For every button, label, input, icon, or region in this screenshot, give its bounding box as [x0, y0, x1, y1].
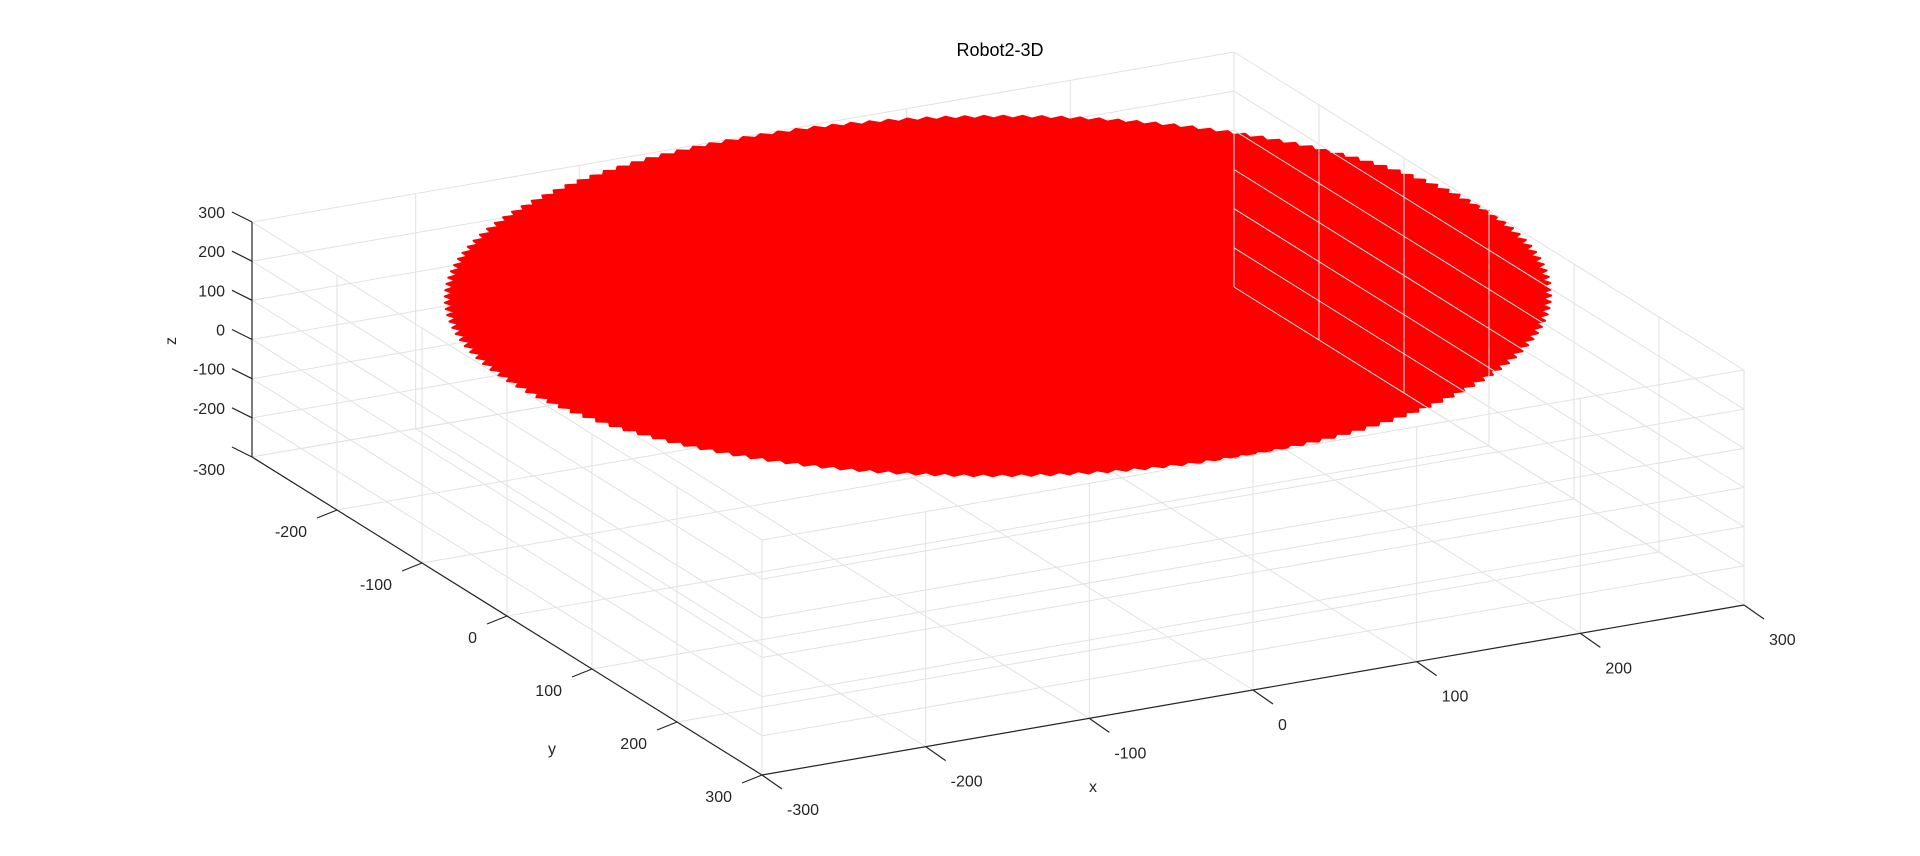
- x-tick-label: 0: [1278, 717, 1287, 734]
- z-tick: [231, 328, 253, 341]
- y-tick: [571, 668, 593, 678]
- grid-line: [1233, 129, 1745, 449]
- x-axis-title: x: [1089, 779, 1097, 796]
- grid-line: [591, 498, 1575, 670]
- grid-line: [1233, 90, 1745, 410]
- grid-line: [761, 408, 1745, 580]
- x-tick: [761, 774, 783, 790]
- z-tick-label: -300: [193, 462, 225, 479]
- z-tick: [231, 407, 253, 419]
- x-tick: [1579, 632, 1601, 648]
- y-tick-label: -100: [360, 577, 392, 594]
- y-tick: [401, 562, 423, 572]
- grid-line: [251, 378, 763, 698]
- y-tick-label: 200: [620, 736, 647, 753]
- grid-line: [506, 445, 1490, 617]
- grid-line: [251, 260, 763, 580]
- x-tick-label: -100: [1114, 745, 1146, 762]
- x-tick: [1252, 689, 1274, 705]
- grid-line: [761, 565, 1745, 737]
- z-tick-label: 0: [216, 323, 225, 340]
- z-tick: [231, 250, 253, 262]
- grid-line: [251, 417, 763, 737]
- chart-title: Robot2-3D: [956, 40, 1043, 60]
- y-tick: [741, 774, 763, 784]
- z-tick: [231, 368, 253, 380]
- z-tick-label: 100: [198, 283, 225, 300]
- z-tick-label: -200: [193, 401, 225, 418]
- grid-line: [761, 487, 1745, 658]
- z-tick-label: 300: [198, 205, 225, 222]
- z-tick: [231, 446, 253, 458]
- x-tick-label: 300: [1769, 632, 1796, 649]
- y-tick-label: 100: [535, 683, 562, 700]
- z-axis-title: z: [163, 337, 180, 345]
- grid-line: [761, 526, 1745, 698]
- y-tick: [486, 615, 508, 625]
- grid-line: [1233, 247, 1745, 567]
- grid-line: [1233, 208, 1745, 528]
- data-layer: [443, 114, 1553, 478]
- y-tick: [316, 509, 338, 519]
- z-tick: [231, 211, 253, 223]
- data-disk: [443, 114, 1553, 478]
- x-tick-label: -300: [787, 802, 819, 819]
- grid-line: [761, 447, 1745, 619]
- x-tick-label: 100: [1442, 689, 1469, 706]
- z-tick-label: 200: [198, 244, 225, 261]
- grid-line: [251, 299, 763, 619]
- grid-line: [1233, 51, 1745, 371]
- axis-layer: [231, 211, 1765, 790]
- z-tick: [231, 289, 253, 301]
- x-tick-label: 200: [1605, 660, 1632, 677]
- x-tick: [1088, 717, 1110, 733]
- z-tick-label: -100: [193, 362, 225, 379]
- x-tick: [1743, 604, 1765, 620]
- grid-line: [761, 369, 1745, 541]
- label-layer: -300 -200 -100 0 100 200 300 -200 -100 0 100 200 300…: [163, 205, 1796, 819]
- y-axis-title: y: [548, 741, 556, 758]
- x-tick: [1416, 661, 1438, 677]
- x-tick-label: -200: [951, 774, 983, 791]
- grid-line: [676, 551, 1660, 723]
- grid-line: [1233, 286, 1745, 606]
- y-tick-label: 300: [705, 789, 732, 806]
- x-tick: [925, 746, 947, 762]
- grid-line: [251, 339, 763, 658]
- y-tick-label: 0: [468, 630, 477, 647]
- y-tick: [656, 721, 678, 731]
- grid-line: [1233, 169, 1745, 488]
- y-tick-label: -200: [275, 524, 307, 541]
